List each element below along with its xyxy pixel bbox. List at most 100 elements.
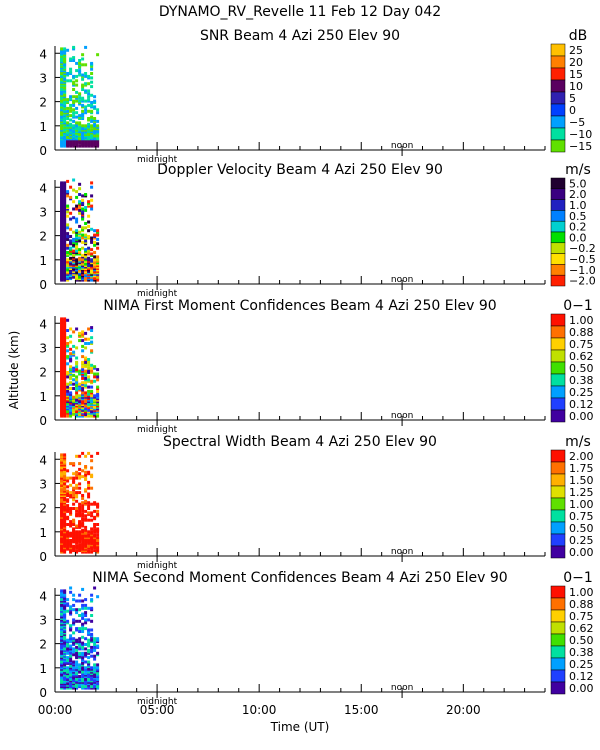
heatmap-cell — [90, 593, 94, 597]
heatmap-cell — [84, 528, 88, 532]
heatmap-cell — [66, 268, 70, 272]
heatmap-cell — [90, 85, 94, 89]
heatmap-cell — [75, 454, 79, 458]
heatmap-cell — [78, 619, 82, 623]
y-tick-label: 1 — [39, 390, 47, 404]
colorbar-label: 0.62 — [569, 622, 594, 635]
heatmap-cell — [72, 666, 76, 670]
colorbar-label: 0.50 — [569, 634, 594, 647]
heatmap-cell — [72, 593, 76, 597]
heatmap-cell — [81, 112, 85, 116]
heatmap-cell — [87, 628, 91, 632]
y-tick-label: 3 — [39, 71, 47, 85]
colorbar-swatch — [550, 669, 566, 683]
heatmap-cell — [96, 666, 100, 670]
heatmap-cell — [90, 349, 94, 353]
heatmap-cell — [87, 117, 91, 120]
heatmap-cell — [87, 82, 91, 86]
colorbar-swatch — [550, 397, 566, 411]
heatmap-cell — [96, 651, 100, 655]
heatmap-cell — [72, 378, 76, 382]
heatmap-cell — [78, 121, 82, 125]
y-tick-label: 1 — [39, 254, 47, 268]
heatmap-cell — [69, 637, 73, 641]
heatmap-cell — [78, 599, 82, 603]
heatmap-cell — [81, 210, 85, 214]
panel-1: SNR Beam 4 Azi 250 Elev 90 dB 0 1 2 3 4 midnigh… — [39, 28, 592, 165]
heatmap-cell — [60, 317, 64, 321]
heatmap-cell — [81, 333, 85, 337]
colorbar-label: 10 — [569, 80, 583, 93]
heatmap-cell — [66, 382, 70, 386]
heatmap-cell — [78, 69, 82, 73]
heatmap-cell — [81, 339, 85, 343]
heatmap-cell — [78, 387, 82, 390]
heatmap-cell — [66, 609, 70, 613]
heatmap-cell — [93, 229, 97, 233]
colorbar-label: 2.00 — [569, 450, 594, 463]
heatmap-cell — [69, 375, 73, 379]
heatmap-cell — [84, 611, 88, 615]
heatmap-cell — [69, 634, 73, 638]
y-tick-label: 0 — [39, 144, 47, 158]
heatmap-cell — [84, 74, 88, 78]
colorbar-label: 0.75 — [569, 610, 594, 623]
heatmap-cell — [93, 666, 97, 670]
heatmap-cell — [60, 453, 64, 457]
heatmap-cell — [87, 389, 91, 393]
heatmap-cell — [81, 233, 85, 237]
heatmap-cell — [75, 74, 79, 78]
colorbar-swatch — [550, 657, 566, 671]
heatmap-cell — [66, 246, 70, 250]
heatmap-cell — [69, 483, 73, 487]
heatmap-cell — [75, 121, 79, 125]
noon-label: noon — [391, 683, 413, 693]
heatmap-cell — [96, 451, 100, 455]
colorbar-swatch — [550, 485, 566, 499]
heatmap-cell — [93, 394, 97, 398]
heatmap-cell — [93, 99, 97, 103]
heatmap-cell — [84, 193, 88, 196]
heatmap-cell — [78, 530, 82, 534]
heatmap-cell — [84, 470, 88, 474]
colorbar-swatch — [550, 274, 566, 287]
heatmap-cell — [66, 117, 70, 120]
heatmap-cell — [69, 654, 73, 658]
heatmap-cell — [72, 88, 76, 91]
heatmap-cell — [69, 70, 73, 74]
heatmap-cell — [78, 482, 82, 486]
heatmap-cell — [90, 454, 94, 458]
heatmap-cell — [75, 666, 79, 670]
colorbar-swatch — [550, 681, 566, 695]
heatmap-cell — [66, 392, 70, 396]
heatmap-cell — [75, 217, 79, 221]
heatmap-cell — [72, 527, 76, 531]
heatmap-cell — [93, 251, 97, 254]
colorbar-label: 1.00 — [569, 586, 594, 599]
heatmap-cell — [75, 683, 79, 687]
heatmap-cell — [90, 336, 94, 340]
heatmap-cell — [81, 451, 85, 455]
heatmap-cell — [78, 486, 82, 490]
heatmap-cell — [66, 515, 70, 519]
heatmap-cell — [75, 249, 79, 253]
heatmap-cell — [87, 342, 91, 345]
heatmap-cell — [72, 637, 76, 641]
heatmap-cell — [90, 389, 94, 393]
heatmap-cell — [84, 82, 88, 86]
heatmap-cell — [90, 124, 94, 128]
heatmap-cell — [96, 237, 100, 241]
colorbar-swatch — [550, 633, 566, 647]
colorbar-label: 25 — [569, 44, 583, 57]
heatmap-cell — [81, 246, 85, 250]
heatmap-cell — [66, 523, 70, 526]
heatmap-cell — [90, 252, 94, 256]
colorbar: 2.001.751.501.251.000.750.500.250.00 — [550, 449, 594, 559]
heatmap-cell — [87, 385, 91, 389]
heatmap-cell — [87, 495, 91, 499]
heatmap-cell — [93, 95, 97, 99]
heatmap-cell — [75, 229, 79, 233]
heatmap-cell — [96, 637, 100, 641]
heatmap-cell — [81, 685, 85, 689]
y-tick-label: 4 — [39, 47, 47, 61]
